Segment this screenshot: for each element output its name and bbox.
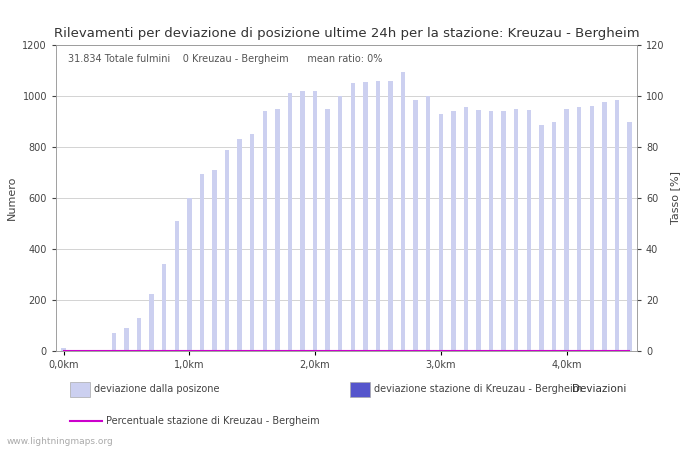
Bar: [577, 108, 582, 351]
Y-axis label: Tasso [%]: Tasso [%]: [670, 171, 680, 225]
Bar: [212, 170, 217, 351]
Bar: [87, 350, 91, 351]
Bar: [338, 96, 342, 351]
Bar: [288, 94, 292, 351]
Text: deviazione stazione di Kreuzau - Bergheim: deviazione stazione di Kreuzau - Berghei…: [374, 384, 582, 394]
Bar: [74, 350, 78, 351]
Bar: [237, 140, 241, 351]
Text: www.lightningmaps.org: www.lightningmaps.org: [7, 436, 113, 446]
Bar: [489, 111, 493, 351]
Bar: [476, 110, 481, 351]
Text: Deviazioni: Deviazioni: [572, 384, 626, 394]
Bar: [414, 100, 418, 351]
Bar: [111, 333, 116, 351]
Bar: [376, 81, 380, 351]
Bar: [149, 294, 154, 351]
Bar: [187, 198, 192, 351]
Bar: [363, 82, 368, 351]
Bar: [313, 91, 317, 351]
Bar: [262, 111, 267, 351]
Text: 31.834 Totale fulmini    0 Kreuzau - Bergheim      mean ratio: 0%: 31.834 Totale fulmini 0 Kreuzau - Berghe…: [68, 54, 382, 64]
Bar: [124, 328, 129, 351]
Bar: [501, 111, 506, 351]
Bar: [426, 96, 430, 351]
Bar: [552, 122, 556, 351]
Bar: [174, 221, 179, 351]
Bar: [162, 264, 167, 351]
Bar: [326, 109, 330, 351]
Bar: [401, 72, 405, 351]
Bar: [452, 111, 456, 351]
Text: deviazione dalla posizone: deviazione dalla posizone: [94, 384, 220, 394]
Title: Rilevamenti per deviazione di posizione ultime 24h per la stazione: Kreuzau - Be: Rilevamenti per deviazione di posizione …: [54, 27, 639, 40]
Bar: [514, 109, 519, 351]
Bar: [300, 91, 304, 351]
Bar: [526, 110, 531, 351]
Bar: [250, 134, 254, 351]
Bar: [62, 348, 66, 351]
Bar: [275, 109, 279, 351]
Bar: [225, 149, 229, 351]
Bar: [539, 125, 544, 351]
Bar: [564, 109, 569, 351]
Bar: [351, 83, 355, 351]
Bar: [99, 350, 104, 351]
Bar: [464, 108, 468, 351]
Bar: [615, 100, 619, 351]
Bar: [389, 81, 393, 351]
Bar: [439, 114, 443, 351]
Y-axis label: Numero: Numero: [7, 176, 17, 220]
Bar: [627, 122, 631, 351]
Bar: [589, 106, 594, 351]
Bar: [602, 103, 606, 351]
Text: Percentuale stazione di Kreuzau - Bergheim: Percentuale stazione di Kreuzau - Berghe…: [106, 416, 320, 426]
Bar: [136, 318, 141, 351]
Bar: [199, 174, 204, 351]
